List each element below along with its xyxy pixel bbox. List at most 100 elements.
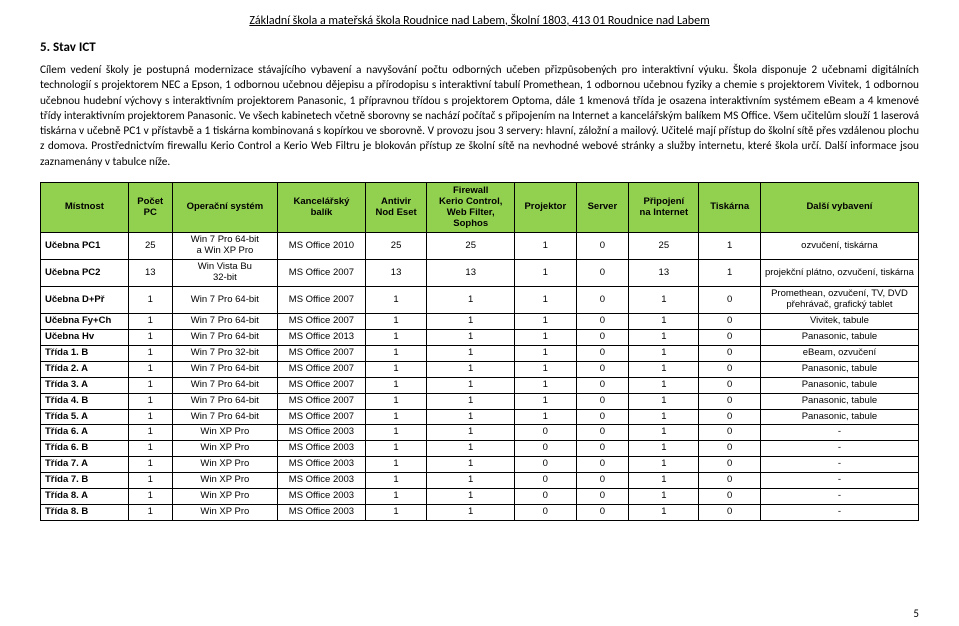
table-cell: - [760, 489, 918, 505]
table-cell: Třída 1. B [41, 345, 129, 361]
table-cell: 13 [629, 260, 699, 287]
table-header-cell: Připojenína Internet [629, 182, 699, 233]
header-line: Základní škola a mateřská škola Roudnice… [40, 14, 919, 28]
table-cell: 13 [365, 260, 426, 287]
table-cell: MS Office 2003 [278, 441, 366, 457]
table-cell: 0 [515, 489, 576, 505]
table-cell: Učebna Hv [41, 329, 129, 345]
table-cell: 0 [576, 441, 629, 457]
table-row: Třída 6. A1Win XP ProMS Office 200311001… [41, 425, 919, 441]
table-cell: 1 [365, 473, 426, 489]
table-cell: 1 [365, 377, 426, 393]
table-cell: 25 [365, 233, 426, 260]
table-cell: Win 7 Pro 64-bit [172, 377, 277, 393]
table-cell: 1 [365, 393, 426, 409]
table-cell: 0 [699, 441, 760, 457]
table-cell: 1 [629, 505, 699, 521]
table-header-cell: AntivirNod Eset [365, 182, 426, 233]
table-cell: 1 [128, 345, 172, 361]
table-cell: 1 [365, 287, 426, 314]
table-cell: 25 [427, 233, 515, 260]
table-cell: MS Office 2007 [278, 393, 366, 409]
table-cell: 0 [699, 361, 760, 377]
table-cell: 1 [128, 425, 172, 441]
table-header-cell: PočetPC [128, 182, 172, 233]
table-cell: 1 [128, 361, 172, 377]
table-cell: Třída 2. A [41, 361, 129, 377]
table-cell: 0 [699, 313, 760, 329]
table-cell: 1 [629, 287, 699, 314]
table-cell: 0 [515, 473, 576, 489]
table-cell: 1 [699, 260, 760, 287]
table-cell: 1 [629, 361, 699, 377]
table-cell: 0 [699, 409, 760, 425]
table-cell: eBeam, ozvučení [760, 345, 918, 361]
table-cell: 1 [128, 329, 172, 345]
table-cell: ozvučení, tiskárna [760, 233, 918, 260]
table-cell: 1 [128, 489, 172, 505]
table-cell: 25 [629, 233, 699, 260]
table-cell: 1 [427, 393, 515, 409]
table-cell: 1 [128, 377, 172, 393]
table-row: Třída 5. A1Win 7 Pro 64-bitMS Office 200… [41, 409, 919, 425]
table-header-cell: Další vybavení [760, 182, 918, 233]
table-cell: 1 [629, 457, 699, 473]
table-cell: 0 [699, 377, 760, 393]
table-cell: Win XP Pro [172, 441, 277, 457]
table-cell: 0 [576, 457, 629, 473]
table-cell: 1 [629, 425, 699, 441]
table-cell: 1 [427, 489, 515, 505]
table-row: Třída 8. B1Win XP ProMS Office 200311001… [41, 505, 919, 521]
table-row: Třída 3. A1Win 7 Pro 64-bitMS Office 200… [41, 377, 919, 393]
table-row: Třída 8. A1Win XP ProMS Office 200311001… [41, 489, 919, 505]
table-cell: 1 [427, 313, 515, 329]
table-cell: Promethean, ozvučení, TV, DVDpřehrávač, … [760, 287, 918, 314]
table-cell: Win XP Pro [172, 425, 277, 441]
table-cell: - [760, 473, 918, 489]
table-cell: Učebna PC2 [41, 260, 129, 287]
table-cell: Win XP Pro [172, 457, 277, 473]
table-cell: 1 [515, 329, 576, 345]
table-cell: 1 [128, 287, 172, 314]
table-cell: 1 [629, 489, 699, 505]
table-cell: 0 [699, 505, 760, 521]
table-cell: 1 [515, 345, 576, 361]
table-cell: Třída 3. A [41, 377, 129, 393]
table-header-cell: Server [576, 182, 629, 233]
table-cell: MS Office 2007 [278, 345, 366, 361]
table-cell: 1 [515, 313, 576, 329]
table-cell: 0 [576, 329, 629, 345]
table-cell: 1 [427, 377, 515, 393]
table-cell: 1 [427, 361, 515, 377]
table-cell: 13 [128, 260, 172, 287]
table-cell: 0 [576, 260, 629, 287]
ict-table: MístnostPočetPCOperační systémKancelářsk… [40, 182, 919, 521]
table-cell: 1 [427, 473, 515, 489]
section-title: 5. Stav ICT [40, 40, 919, 55]
table-cell: 1 [515, 260, 576, 287]
table-row: Třída 6. B1Win XP ProMS Office 200311001… [41, 441, 919, 457]
table-cell: 1 [365, 313, 426, 329]
table-cell: 1 [365, 457, 426, 473]
table-cell: MS Office 2003 [278, 425, 366, 441]
table-cell: 1 [427, 505, 515, 521]
table-cell: 1 [427, 425, 515, 441]
table-cell: 1 [128, 409, 172, 425]
table-cell: Třída 4. B [41, 393, 129, 409]
table-cell: 1 [629, 393, 699, 409]
table-cell: 1 [629, 377, 699, 393]
table-cell: Panasonic, tabule [760, 329, 918, 345]
table-cell: 0 [515, 505, 576, 521]
table-cell: Win XP Pro [172, 489, 277, 505]
table-cell: Win 7 Pro 64-bit [172, 409, 277, 425]
table-header-cell: Projektor [515, 182, 576, 233]
table-cell: 1 [515, 393, 576, 409]
table-cell: Win 7 Pro 64-bit [172, 287, 277, 314]
table-cell: MS Office 2010 [278, 233, 366, 260]
table-cell: 0 [699, 329, 760, 345]
table-cell: 1 [427, 441, 515, 457]
table-row: Učebna Hv1Win 7 Pro 64-bitMS Office 2013… [41, 329, 919, 345]
body-text: Cílem vedení školy je postupná moderniza… [40, 63, 919, 170]
table-cell: 13 [427, 260, 515, 287]
table-cell: 0 [699, 345, 760, 361]
